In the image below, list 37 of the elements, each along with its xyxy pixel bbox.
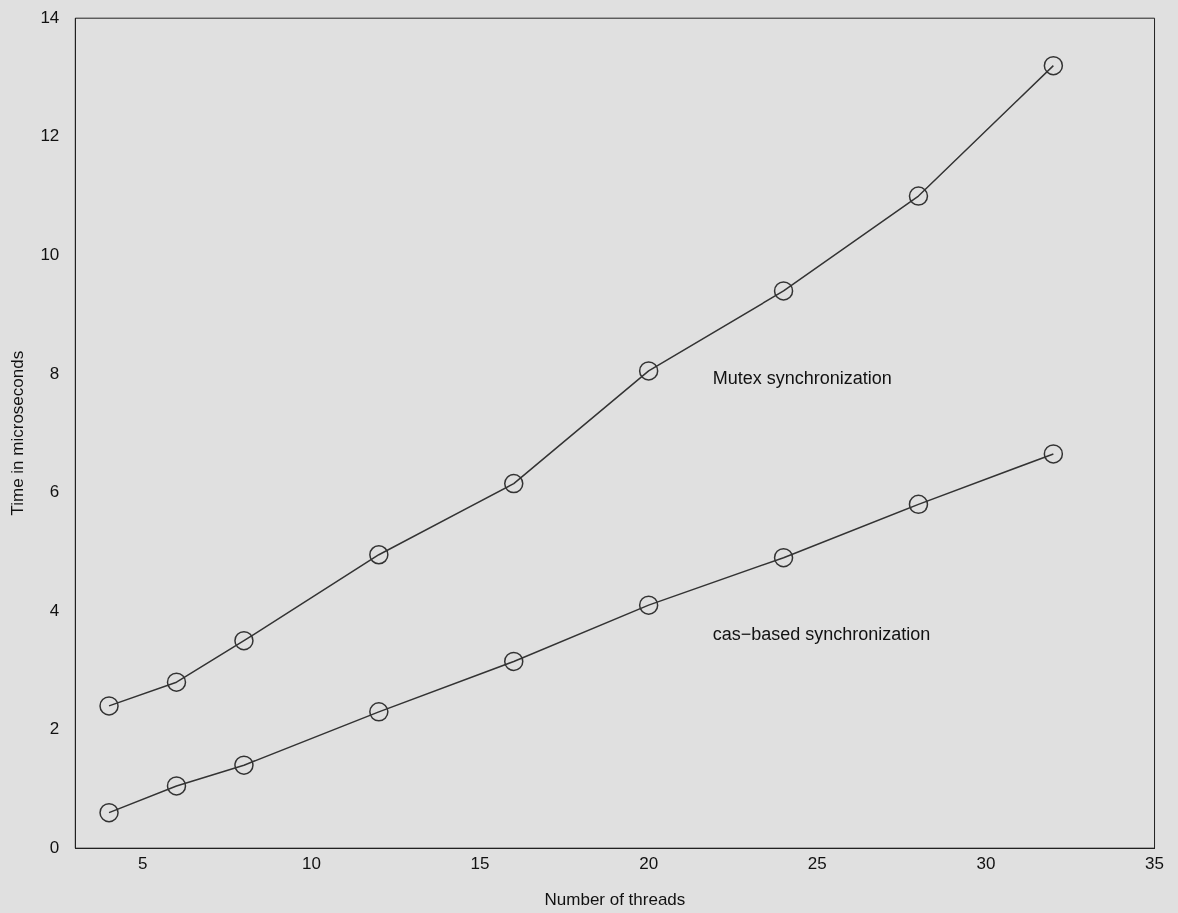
- y-axis-title: Time in microseconds: [7, 350, 27, 516]
- y-tick-label: 6: [49, 482, 60, 502]
- x-tick-label: 15: [470, 854, 490, 874]
- point: [369, 702, 389, 722]
- point: [234, 755, 254, 775]
- x-axis-title: Number of threads: [544, 890, 686, 910]
- point: [234, 630, 254, 651]
- text: cas−based synchronization: [712, 624, 931, 645]
- point: [369, 544, 389, 565]
- x-tick-label: 10: [301, 854, 321, 874]
- point: [1043, 444, 1064, 464]
- point: [908, 494, 929, 515]
- y-tick-label: 2: [49, 719, 60, 739]
- y-tick-label: 10: [40, 245, 60, 265]
- point: [99, 802, 119, 823]
- y-tick-label: 14: [40, 7, 60, 27]
- point: [99, 696, 119, 716]
- x-tick-label: 35: [1145, 854, 1165, 874]
- point: [504, 651, 524, 672]
- point: [166, 672, 187, 692]
- point: [504, 473, 524, 494]
- point: [773, 281, 794, 301]
- point: [908, 186, 929, 206]
- point: [166, 776, 187, 796]
- point: [773, 547, 794, 568]
- x-tick-label: 5: [138, 854, 148, 874]
- series-label: Mutex synchronization: [712, 367, 892, 388]
- y-tick-label: 8: [49, 363, 60, 383]
- x-tick-label: 30: [976, 854, 996, 874]
- y-tick-label: 4: [49, 600, 60, 620]
- y-tick-label: 12: [40, 126, 60, 146]
- x-tick-label: 25: [807, 854, 827, 874]
- point: [1043, 55, 1064, 76]
- point: [638, 595, 659, 615]
- x-tick-label: 20: [639, 854, 659, 874]
- point: [638, 361, 659, 381]
- y-tick-label: 0: [49, 837, 60, 857]
